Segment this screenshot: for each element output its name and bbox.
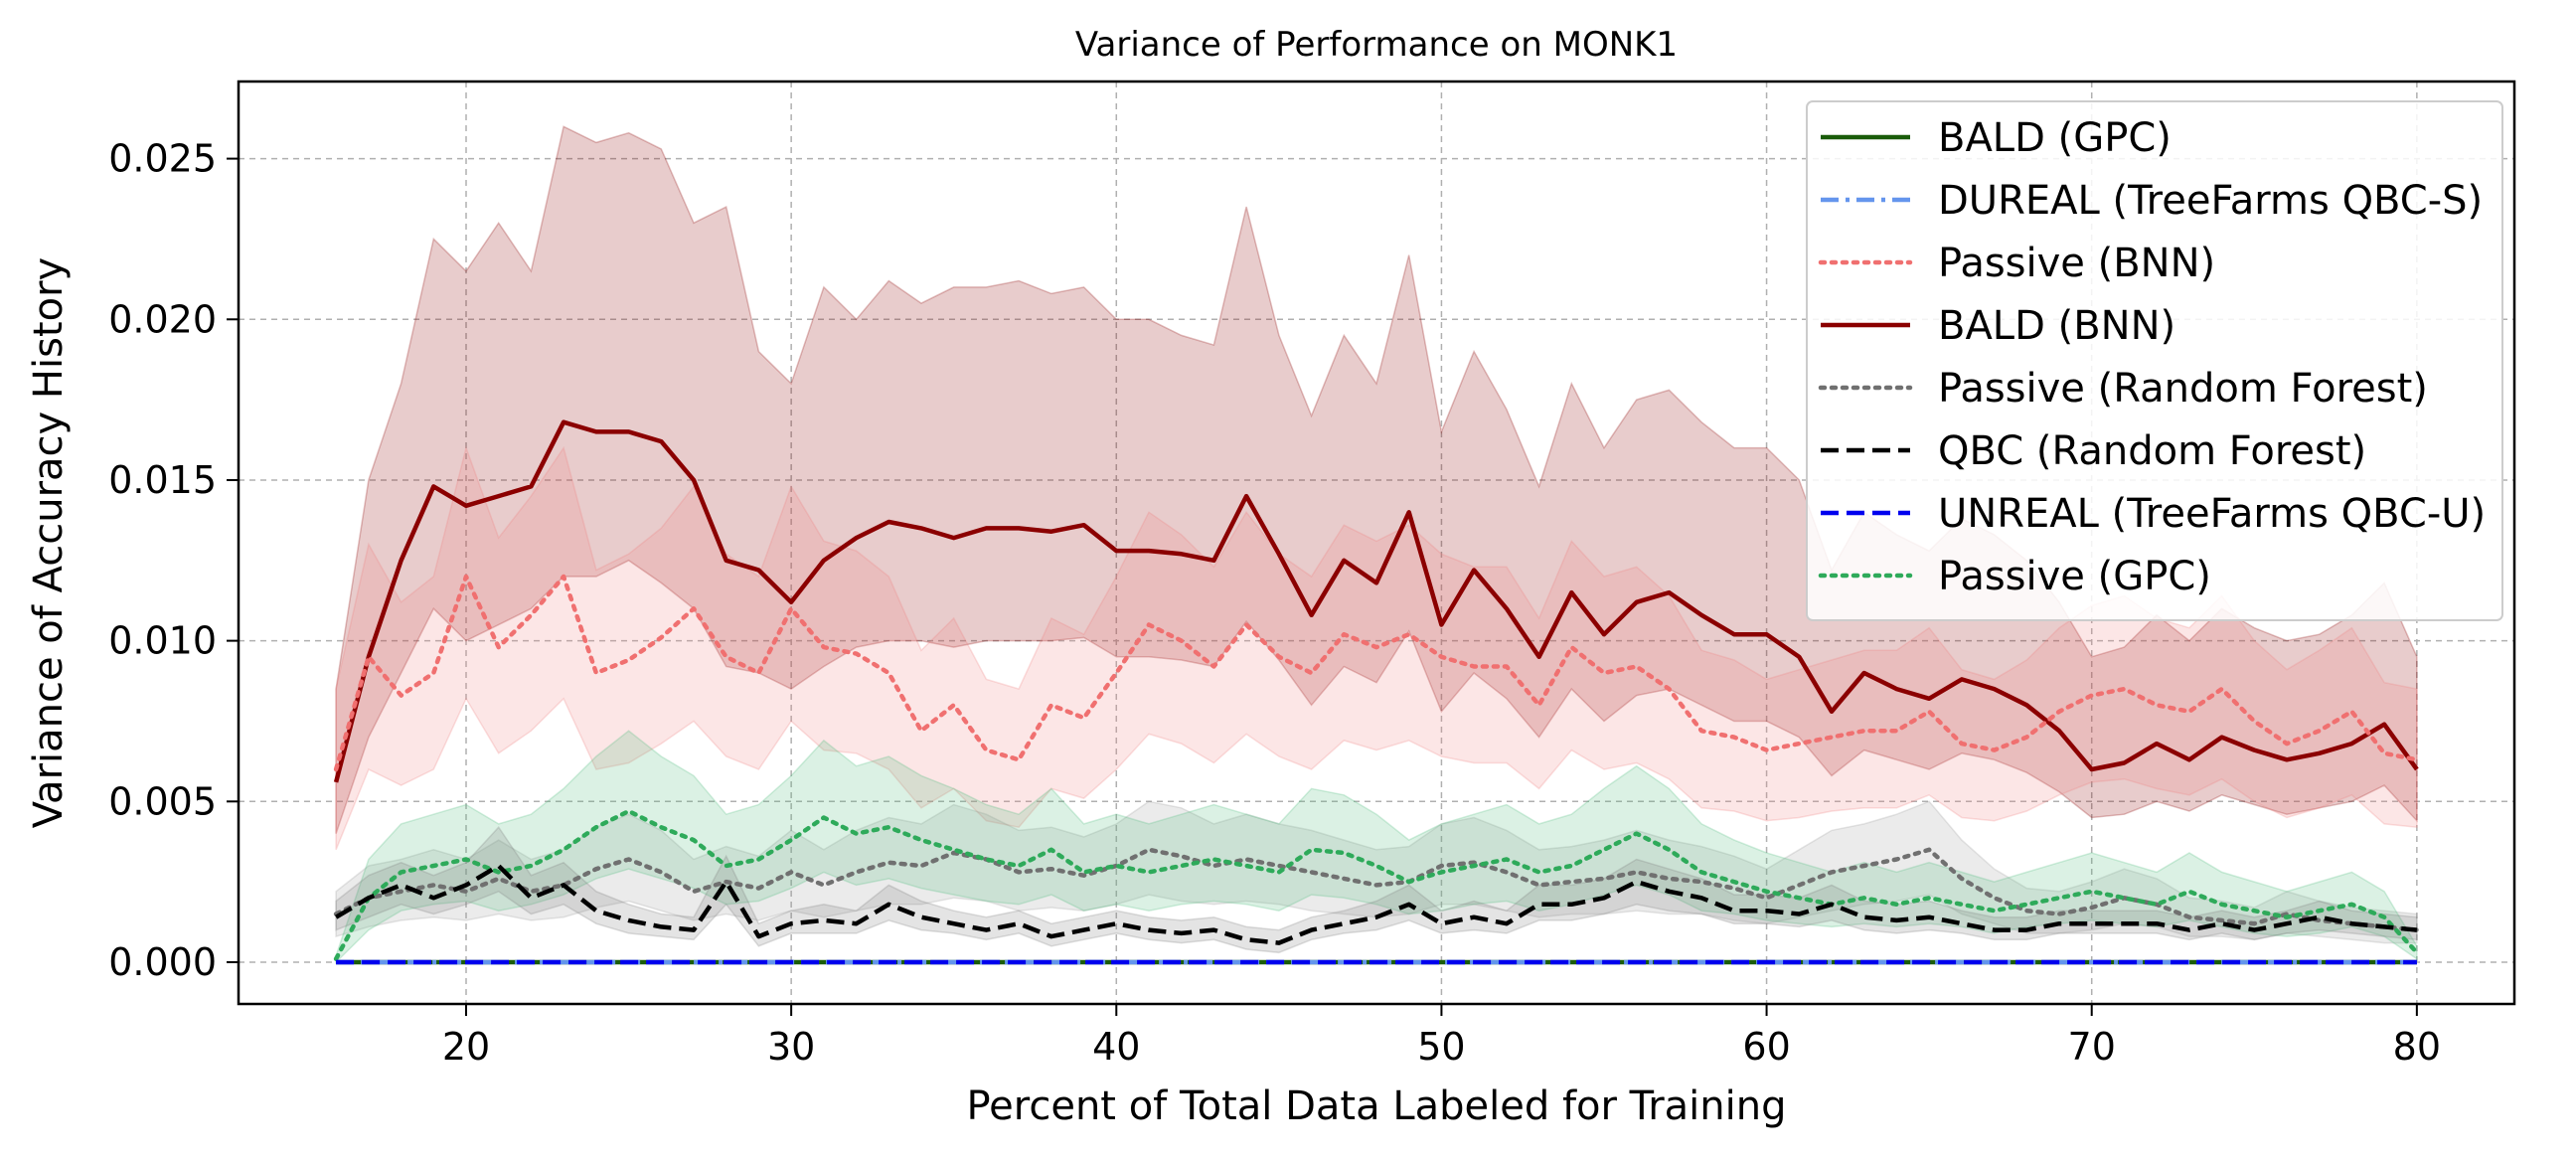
legend: BALD (GPC) DUREAL (TreeFarms QBC-S) Passiv… — [1806, 100, 2503, 621]
y-tick-label: 0.000 — [108, 940, 217, 984]
legend-label: UNREAL (TreeFarms QBC-U) — [1938, 491, 2486, 537]
line-qbc-random-forest — [334, 863, 2418, 945]
x-tick-label: 80 — [2393, 1025, 2441, 1069]
x-tick-label: 70 — [2068, 1025, 2116, 1069]
band-bald-bnn — [335, 125, 2418, 834]
legend-box — [1806, 100, 2503, 621]
line-passive-random-forest — [333, 847, 2420, 932]
legend-label: Passive (Random Forest) — [1938, 366, 2428, 412]
y-tick-label: 0.015 — [108, 458, 217, 502]
x-tick-label: 20 — [442, 1025, 490, 1069]
line-passive-gpc — [333, 808, 2420, 961]
axis-ticks: 20 30 40 50 60 70 80 0.000 0.005 0.010 0.015 0.020 0… — [108, 137, 2441, 1069]
legend-label: QBC (Random Forest) — [1938, 428, 2366, 474]
x-tick-label: 50 — [1417, 1025, 1465, 1069]
x-tick-label: 30 — [767, 1025, 815, 1069]
legend-label: BALD (BNN) — [1938, 303, 2175, 349]
y-tick-label: 0.020 — [108, 297, 217, 341]
y-axis-label: Variance of Accuracy History — [26, 257, 72, 828]
legend-label: Passive (GPC) — [1938, 554, 2211, 599]
line-bald-bnn — [333, 419, 2419, 783]
y-tick-label: 0.025 — [108, 137, 217, 181]
chart-title: Variance of Performance on MONK1 — [1075, 25, 1678, 65]
band-passive-random-forest — [335, 800, 2418, 944]
y-tick-label: 0.010 — [108, 619, 217, 663]
x-tick-label: 40 — [1092, 1025, 1140, 1069]
legend-label: Passive (BNN) — [1938, 241, 2215, 286]
plot-frame — [237, 80, 2516, 1006]
legend-label: BALD (GPC) — [1938, 115, 2172, 161]
x-tick-label: 60 — [1742, 1025, 1790, 1069]
x-axis-label: Percent of Total Data Labeled for Traini… — [966, 1083, 1786, 1129]
series-lines — [333, 419, 2420, 965]
line-passive-bnn — [333, 574, 2420, 772]
y-tick-label: 0.005 — [108, 779, 217, 823]
legend-label: DUREAL (TreeFarms QBC-S) — [1938, 178, 2483, 224]
